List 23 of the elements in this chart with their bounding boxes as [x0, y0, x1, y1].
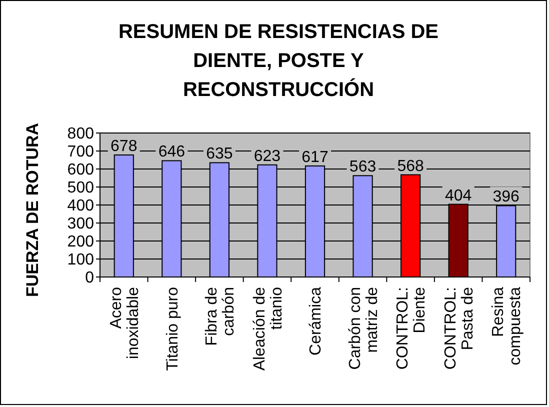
y-tick-label: 800 [67, 126, 94, 143]
data-label: 568 [397, 158, 424, 175]
y-tick-label: 700 [67, 144, 94, 161]
x-tick-label: Titanio puro [164, 286, 182, 371]
x-tick-label: Cerámica [308, 286, 325, 356]
data-label: 617 [302, 148, 328, 166]
y-axis-title: FUERZA DE ROTURA [23, 122, 42, 298]
y-tick-label: 100 [67, 252, 94, 269]
x-tick-label: CONTROL: Pasta de [442, 286, 476, 370]
data-label: 678 [110, 138, 138, 155]
x-tick-label: Fibra de carbón [204, 286, 238, 346]
y-tick-label: 300 [67, 216, 94, 233]
y-tick-label: 0 [85, 270, 94, 287]
x-tick-label: Resina compuesta [490, 286, 524, 366]
y-tick-label: 400 [67, 198, 94, 215]
data-label: 404 [444, 187, 472, 204]
y-tick-label: 500 [67, 180, 94, 197]
y-tick-label: 200 [67, 234, 94, 251]
x-tick-label: Carbón con matriz de [346, 286, 381, 370]
data-label: 635 [206, 146, 233, 163]
y-tick-label: 600 [67, 162, 94, 179]
x-tick-label: Acero inoxidable [108, 286, 142, 360]
chart-title: RESUMEN DE RESISTENCIAS DE DIENTE, POSTE Y RECONSTRUCCIÓN [118, 21, 439, 101]
